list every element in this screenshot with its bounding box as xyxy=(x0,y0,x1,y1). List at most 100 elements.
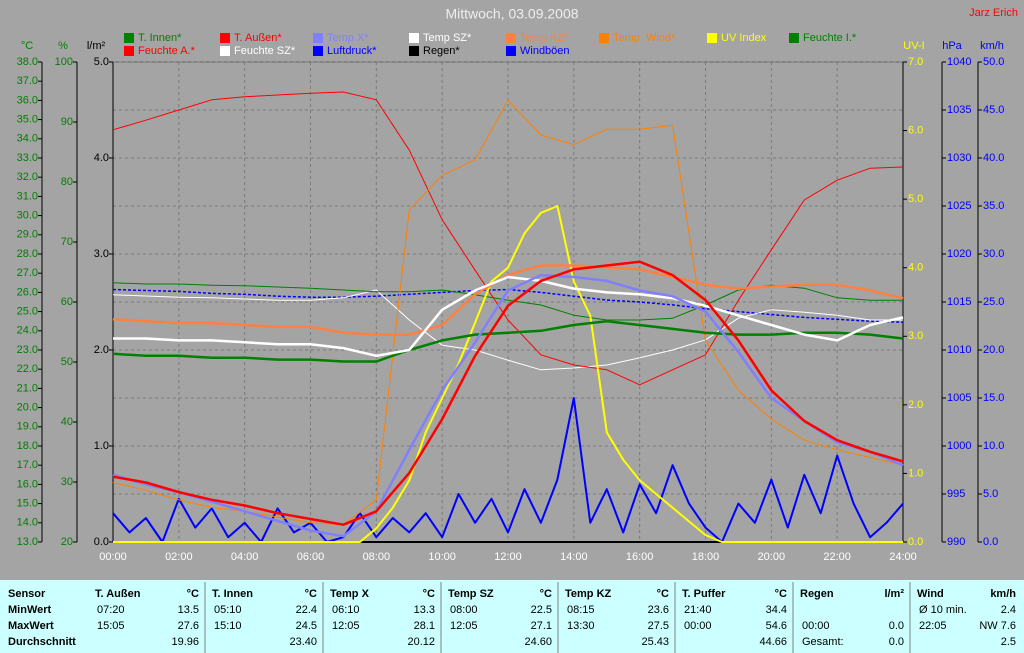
y-tick-label: 25.0 xyxy=(17,306,38,318)
column-name: Regen xyxy=(800,588,834,600)
legend-label: Feuchte SZ* xyxy=(234,45,296,57)
x-tick-label: 16:00 xyxy=(626,551,654,563)
y-tick-label: 20.0 xyxy=(983,344,1004,356)
y-tick-label: 15.0 xyxy=(983,392,1004,404)
y-tick-label: 17.0 xyxy=(17,459,38,471)
cell-value: 22.5 xyxy=(531,604,552,616)
cell-time: Ø 10 min. xyxy=(919,604,967,616)
axis-title: UV-I xyxy=(903,40,924,52)
cell-value: 23.6 xyxy=(648,604,669,616)
legend-label: Regen* xyxy=(423,45,460,57)
row-label: Durchschnitt xyxy=(8,636,76,648)
y-tick-label: 4.0 xyxy=(94,152,109,164)
y-tick-label: 1005 xyxy=(947,392,971,404)
legend-label: T. Außen* xyxy=(234,32,282,44)
legend-swatch xyxy=(409,46,419,56)
y-tick-label: 6.0 xyxy=(908,124,923,136)
y-tick-label: 35.0 xyxy=(983,200,1004,212)
y-tick-label: 0.0 xyxy=(94,536,109,548)
column-name: T. Außen xyxy=(95,588,141,600)
cell-value: 22.4 xyxy=(296,604,317,616)
column-unit: km/h xyxy=(990,588,1016,600)
column-unit: °C xyxy=(305,588,317,600)
legend-label: Temp. Wind* xyxy=(613,32,676,44)
axis-title: % xyxy=(58,40,68,52)
y-tick-label: 5.0 xyxy=(908,193,923,205)
author: Jarz Erich xyxy=(969,7,1018,19)
legend-label: UV Index xyxy=(721,32,767,44)
row-label: MaxWert xyxy=(8,620,54,632)
y-tick-label: 20.0 xyxy=(17,402,38,414)
y-tick-label: 1.0 xyxy=(94,440,109,452)
series-line xyxy=(112,397,904,543)
y-tick-label: 33.0 xyxy=(17,152,38,164)
y-tick-label: 1.0 xyxy=(908,467,923,479)
legend-label: Luftdruck* xyxy=(327,45,377,57)
axis-title: hPa xyxy=(942,40,962,52)
cell-time: 08:15 xyxy=(567,604,595,616)
series-line xyxy=(113,275,904,358)
y-tick-label: 36.0 xyxy=(17,94,38,106)
x-tick-label: 02:00 xyxy=(165,551,193,563)
legend-label: Windböen xyxy=(520,45,570,57)
y-tick-label: 26.0 xyxy=(17,286,38,298)
y-tick-label: 21.0 xyxy=(17,382,38,394)
y-tick-label: 15.0 xyxy=(17,498,38,510)
series-line xyxy=(112,282,903,321)
y-tick-label: 70 xyxy=(61,236,73,248)
chart-title: Mittwoch, 03.09.2008 xyxy=(445,6,578,22)
column-name: Temp KZ xyxy=(565,588,612,600)
cell-value: 19.96 xyxy=(171,636,199,648)
y-tick-label: 32.0 xyxy=(17,171,38,183)
column-unit: °C xyxy=(775,588,787,600)
axis-title: l/m² xyxy=(87,40,106,52)
column-unit: l/m² xyxy=(884,588,904,600)
table-background xyxy=(0,580,1024,653)
cell-time: 05:10 xyxy=(214,604,242,616)
cell-value: 2.5 xyxy=(1001,636,1016,648)
y-tick-label: 31.0 xyxy=(17,190,38,202)
y-tick-label: 1035 xyxy=(947,104,971,116)
y-tick-label: 40 xyxy=(61,416,73,428)
cell-value: 0.0 xyxy=(889,620,904,632)
y-tick-label: 30.0 xyxy=(17,210,38,222)
cell-time: 07:20 xyxy=(97,604,125,616)
y-tick-label: 22.0 xyxy=(17,363,38,375)
y-tick-label: 34.0 xyxy=(17,133,38,145)
column-name: Wind xyxy=(917,588,944,600)
x-tick-label: 12:00 xyxy=(494,551,522,563)
y-tick-label: 1000 xyxy=(947,440,971,452)
cell-time: Gesamt: xyxy=(802,636,844,648)
column-name: T. Puffer xyxy=(682,588,726,600)
column-unit: °C xyxy=(187,588,199,600)
y-tick-label: 5.0 xyxy=(94,56,109,68)
y-tick-label: 60 xyxy=(61,296,73,308)
y-tick-label: 100 xyxy=(55,56,73,68)
x-tick-label: 04:00 xyxy=(231,551,259,563)
y-tick-label: 16.0 xyxy=(17,478,38,490)
x-tick-label: 24:00 xyxy=(889,551,917,563)
y-tick-label: 10.0 xyxy=(983,440,1004,452)
cell-time: 15:05 xyxy=(97,620,125,632)
y-tick-label: 7.0 xyxy=(908,56,923,68)
y-tick-label: 13.0 xyxy=(17,536,38,548)
series-line xyxy=(112,260,904,526)
y-tick-label: 23.0 xyxy=(17,344,38,356)
y-tick-label: 5.0 xyxy=(983,488,998,500)
cell-time: 12:05 xyxy=(332,620,360,632)
y-tick-label: 1030 xyxy=(947,152,971,164)
legend-swatch xyxy=(506,33,516,43)
y-tick-label: 37.0 xyxy=(17,75,38,87)
cell-value: 27.5 xyxy=(648,620,669,632)
series-line xyxy=(112,319,904,363)
y-tick-label: 24.0 xyxy=(17,325,38,337)
column-unit: °C xyxy=(423,588,435,600)
table-header: Sensor xyxy=(8,588,46,600)
y-tick-label: 1025 xyxy=(947,200,971,212)
cell-value: 54.6 xyxy=(766,620,787,632)
y-tick-label: 3.0 xyxy=(94,248,109,260)
row-label: MinWert xyxy=(8,604,52,616)
x-tick-label: 14:00 xyxy=(560,551,588,563)
cell-time: 13:30 xyxy=(567,620,595,632)
